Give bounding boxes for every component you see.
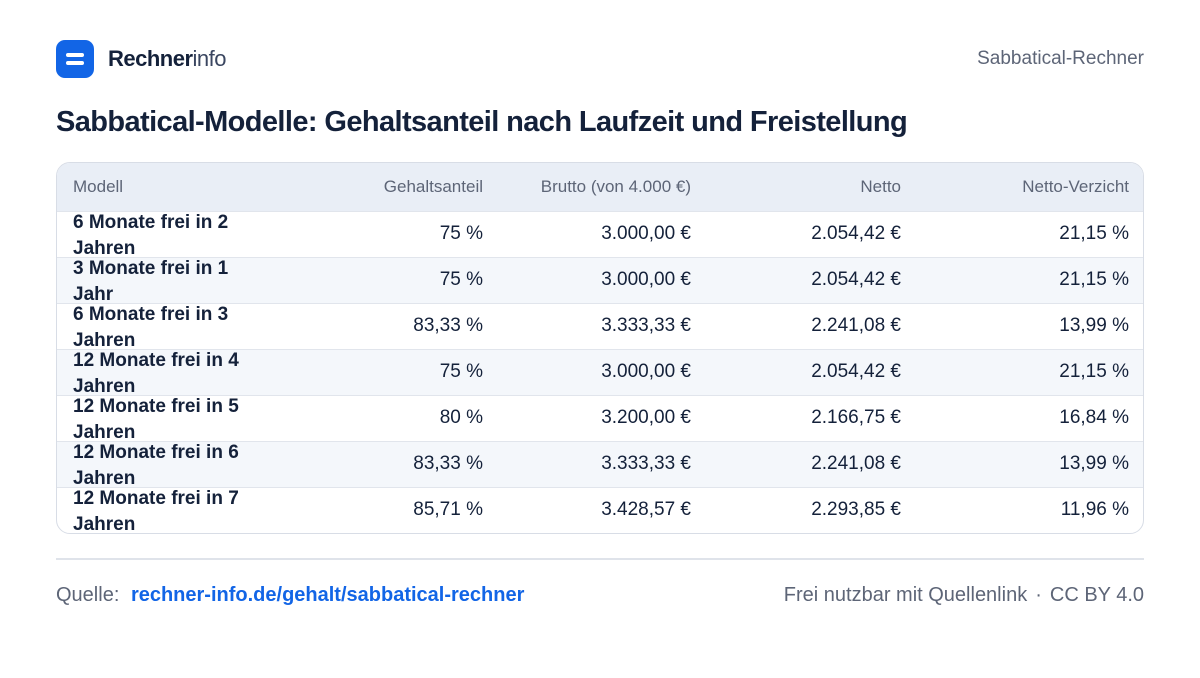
table-row: 12 Monate frei in 5 Jahren 80 % 3.200,00…	[57, 395, 1143, 441]
cell-model: 12 Monate frei in 4 Jahren	[57, 349, 319, 395]
cell-loss: 21,15 %	[1059, 269, 1129, 290]
license-text: Frei nutzbar mit Quellenlink	[783, 584, 1028, 606]
cell-gross: 3.428,57 €	[601, 499, 691, 521]
cell-model: 6 Monate frei in 3 Jahren	[57, 303, 319, 349]
cell-gross: 3.333,33 €	[601, 453, 691, 474]
cell-net: 2.054,42 €	[811, 269, 901, 290]
model-label: 12 Monate frei in 6 Jahren	[73, 442, 239, 486]
brand-name-light: info	[192, 46, 227, 71]
cell-model: 12 Monate frei in 6 Jahren	[57, 441, 319, 487]
table-row: 12 Monate frei in 6 Jahren 83,33 % 3.333…	[57, 441, 1143, 487]
brand-logo[interactable]: Rechnerinfo	[56, 40, 227, 78]
cell-net: 2.054,42 €	[811, 361, 901, 382]
sabbatical-table: Modell Gehaltsanteil Brutto (von 4.000 €…	[56, 162, 1144, 534]
license-name: CC BY 4.0	[1049, 584, 1144, 606]
model-label: 12 Monate frei in 7 Jahren	[73, 488, 239, 533]
cell-net: 2.054,42 €	[811, 223, 901, 244]
table-row: 6 Monate frei in 2 Jahren 75 % 3.000,00 …	[57, 211, 1143, 257]
column-header-loss: Netto-Verzicht	[1022, 176, 1129, 196]
table-row: 12 Monate frei in 4 Jahren 75 % 3.000,00…	[57, 349, 1143, 395]
model-label: 6 Monate frei in 3 Jahren	[73, 304, 229, 348]
cell-net: 2.293,85 €	[811, 499, 901, 521]
model-label: 3 Monate frei in 1 Jahr	[73, 258, 229, 302]
source-attribution: Quelle: rechner-info.de/gehalt/sabbatica…	[56, 584, 524, 607]
license-info: Frei nutzbar mit Quellenlink · CC BY 4.0	[784, 584, 1144, 607]
cell-loss: 13,99 %	[1059, 453, 1129, 474]
cell-share: 80 %	[439, 407, 483, 428]
page-header: Rechnerinfo Sabbatical-Rechner	[56, 40, 1144, 78]
table-row: 6 Monate frei in 3 Jahren 83,33 % 3.333,…	[57, 303, 1143, 349]
cell-gross: 3.333,33 €	[601, 315, 691, 336]
cell-loss: 21,15 %	[1059, 361, 1129, 382]
cell-share: 75 %	[439, 223, 483, 244]
column-header-gross: Brutto (von 4.000 €)	[540, 176, 691, 196]
cell-model: 3 Monate frei in 1 Jahr	[57, 257, 319, 303]
page-footer: Quelle: rechner-info.de/gehalt/sabbatica…	[56, 584, 1144, 610]
footer-divider	[56, 558, 1144, 560]
model-label: 12 Monate frei in 5 Jahren	[73, 396, 239, 440]
cell-model: 12 Monate frei in 5 Jahren	[57, 395, 319, 441]
cell-model: 6 Monate frei in 2 Jahren	[57, 211, 319, 257]
brand-name-strong: Rechner	[108, 46, 193, 71]
cell-gross: 3.200,00 €	[601, 407, 691, 428]
page-label: Sabbatical-Rechner	[977, 48, 1144, 69]
cell-net: 2.241,08 €	[811, 453, 901, 474]
source-link[interactable]: rechner-info.de/gehalt/sabbatical-rechne…	[130, 584, 525, 606]
table-row: 12 Monate frei in 7 Jahren 85,71 % 3.428…	[57, 487, 1143, 533]
source-label: Quelle:	[56, 584, 120, 606]
cell-loss: 11,96 %	[1060, 499, 1129, 521]
column-header-net: Netto	[860, 176, 901, 196]
table-header-row: Modell Gehaltsanteil Brutto (von 4.000 €…	[57, 163, 1143, 211]
cell-net: 2.166,75 €	[811, 407, 901, 428]
column-header-model: Modell	[73, 176, 124, 196]
cell-gross: 3.000,00 €	[601, 269, 691, 290]
table-row: 3 Monate frei in 1 Jahr 75 % 3.000,00 € …	[57, 257, 1143, 303]
brand-name: Rechnerinfo	[108, 40, 227, 78]
cell-model: 12 Monate frei in 7 Jahren	[57, 487, 319, 533]
cell-loss: 21,15 %	[1059, 223, 1129, 244]
cell-share: 75 %	[439, 361, 483, 382]
cell-gross: 3.000,00 €	[601, 361, 691, 382]
cell-net: 2.241,08 €	[811, 315, 901, 336]
cell-share: 85,71 %	[413, 499, 483, 521]
cell-share: 83,33 %	[413, 315, 483, 336]
cell-share: 83,33 %	[413, 453, 483, 474]
license-separator: ·	[1035, 584, 1042, 606]
model-label: 6 Monate frei in 2 Jahren	[73, 212, 229, 256]
logo-icon	[56, 40, 94, 78]
cell-share: 75 %	[439, 269, 483, 290]
page-title: Sabbatical-Modelle: Gehaltsanteil nach L…	[56, 106, 908, 138]
cell-gross: 3.000,00 €	[601, 223, 691, 244]
cell-loss: 13,99 %	[1059, 315, 1129, 336]
model-label: 12 Monate frei in 4 Jahren	[73, 350, 239, 394]
column-header-share: Gehaltsanteil	[383, 176, 483, 196]
cell-loss: 16,84 %	[1059, 407, 1129, 428]
